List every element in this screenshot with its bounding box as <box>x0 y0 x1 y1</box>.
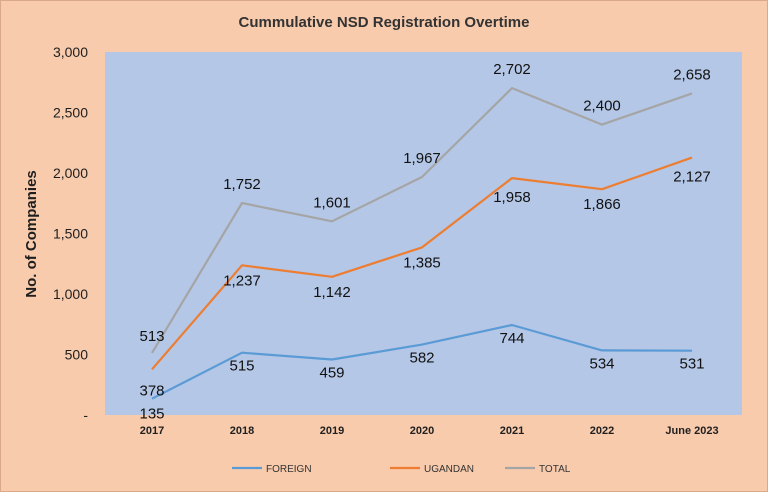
series-line-ugandan <box>151 156 693 371</box>
x-tick-label: 2021 <box>500 425 524 437</box>
y-axis-label: No. of Companies <box>23 170 40 298</box>
data-label-total: 513 <box>139 328 164 345</box>
y-tick-label: 1,000 <box>53 286 88 302</box>
x-tick-label: June 2023 <box>665 425 718 437</box>
legend-label-foreign: FOREIGN <box>266 464 312 475</box>
chart-title: Cummulative NSD Registration Overtime <box>239 14 530 31</box>
data-label-total: 2,658 <box>673 66 711 83</box>
series-lines <box>151 86 693 400</box>
data-label-ugandan: 1,958 <box>493 189 531 206</box>
x-tick-label: 2022 <box>590 425 614 437</box>
data-label-ugandan: 2,127 <box>673 169 711 186</box>
x-tick-label: 2018 <box>230 425 254 437</box>
y-tick-label: 2,500 <box>53 105 88 121</box>
legend-label-ugandan: UGANDAN <box>424 464 474 475</box>
data-label-total: 1,752 <box>223 176 261 193</box>
data-label-total: 1,601 <box>313 194 351 211</box>
y-tick-label: 500 <box>65 347 89 363</box>
data-label-foreign: 531 <box>679 356 704 373</box>
data-label-ugandan: 378 <box>139 382 164 399</box>
data-label-ugandan: 1,385 <box>403 254 441 271</box>
y-tick-label: 1,500 <box>53 226 88 242</box>
data-label-total: 2,702 <box>493 61 531 78</box>
data-label-foreign: 744 <box>499 330 524 347</box>
data-label-ugandan: 1,142 <box>313 284 351 301</box>
y-tick-label: - <box>83 407 88 423</box>
series-line-total <box>151 86 693 354</box>
data-label-ugandan: 1,237 <box>223 272 261 289</box>
legend-label-total: TOTAL <box>539 464 571 475</box>
data-label-foreign: 582 <box>409 350 434 367</box>
series-line-foreign <box>151 323 693 400</box>
y-tick-label: 2,000 <box>53 165 88 181</box>
y-axis-ticks: - 500 1,000 1,500 2,000 2,500 3,000 <box>53 44 88 423</box>
data-labels: 135 515 459 582 744 534 531 378 1,237 1,142 1,385 1… <box>139 61 710 423</box>
data-label-ugandan: 1,866 <box>583 196 621 213</box>
x-tick-label: 2017 <box>140 425 164 437</box>
y-tick-label: 3,000 <box>53 44 88 60</box>
data-label-total: 1,967 <box>403 150 441 167</box>
data-label-total: 2,400 <box>583 98 621 115</box>
data-label-foreign: 135 <box>139 406 164 423</box>
x-axis-ticks: 2017 2018 2019 2020 2021 2022 June 2023 <box>140 425 719 437</box>
x-tick-label: 2019 <box>320 425 344 437</box>
legend: FOREIGN UGANDAN TOTAL <box>232 464 571 475</box>
data-label-foreign: 534 <box>589 355 614 372</box>
data-label-foreign: 515 <box>229 358 254 375</box>
data-label-foreign: 459 <box>319 364 344 381</box>
x-tick-label: 2020 <box>410 425 434 437</box>
